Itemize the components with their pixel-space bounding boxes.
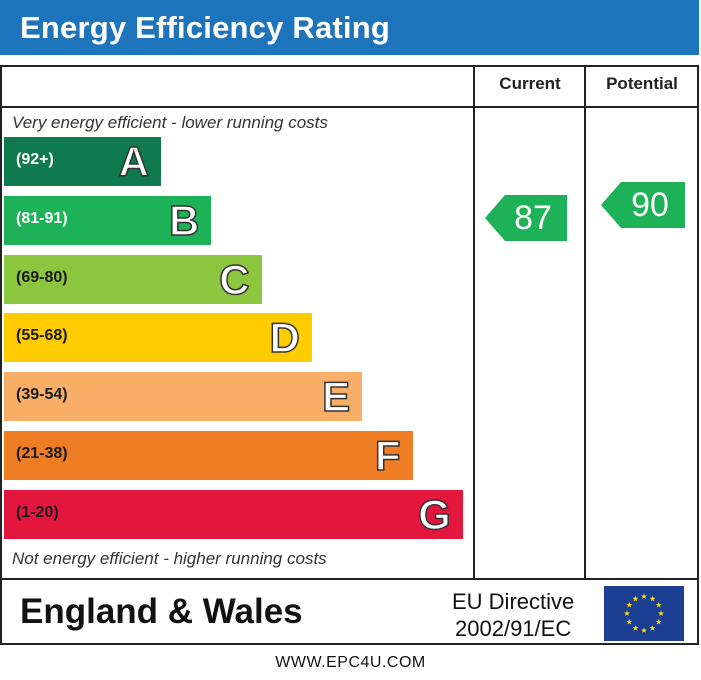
arrow-potential: 90 bbox=[601, 181, 685, 228]
band-f: (21-38) F bbox=[4, 431, 413, 480]
band-range-label: (1-20) bbox=[16, 503, 59, 521]
band-b: (81-91) B bbox=[4, 195, 212, 245]
eu-flag-icon bbox=[604, 586, 684, 641]
band-a: (92+) A bbox=[4, 137, 161, 186]
note-efficient: Very energy efficient - lower running co… bbox=[12, 113, 328, 132]
header-bar: Energy Efficiency Rating bbox=[0, 0, 699, 55]
band-range-label: (69-80) bbox=[16, 268, 68, 286]
directive-line1: EU Directive bbox=[452, 589, 575, 614]
arrow-shape bbox=[601, 181, 685, 228]
arrow-shape bbox=[485, 194, 567, 241]
directive-line2: 2002/91/EC bbox=[455, 616, 572, 641]
eu-star-icon bbox=[632, 625, 639, 631]
arrow-value: 87 bbox=[514, 198, 552, 237]
band-g: (1-20) G bbox=[4, 489, 463, 539]
region-label: England & Wales bbox=[20, 592, 303, 631]
band-letter: G bbox=[417, 490, 451, 539]
band-range-label: (81-91) bbox=[16, 209, 68, 227]
note-inefficient: Not energy efficient - higher running co… bbox=[12, 549, 327, 568]
band-range-label: (55-68) bbox=[16, 327, 68, 345]
page-title: Energy Efficiency Rating bbox=[20, 10, 391, 45]
rating-frame bbox=[0, 65, 699, 645]
band-letter: A bbox=[118, 137, 150, 186]
band-range-label: (92+) bbox=[16, 151, 54, 168]
band-letter: B bbox=[168, 196, 200, 245]
eu-star-icon bbox=[626, 619, 633, 625]
eu-star-icon bbox=[649, 595, 656, 602]
band-d: (55-68) D bbox=[4, 313, 312, 363]
eu-star-icon bbox=[632, 595, 639, 602]
column-header-potential: Potential bbox=[606, 74, 678, 93]
band-range-label: (21-38) bbox=[16, 445, 68, 462]
eu-star-icon bbox=[624, 610, 630, 616]
eu-directive: EU Directive 2002/91/EC bbox=[452, 588, 574, 642]
eu-star-icon bbox=[641, 627, 647, 633]
eu-star-icon bbox=[655, 602, 662, 608]
eu-star-icon bbox=[641, 593, 647, 599]
arrow-current: 87 bbox=[485, 194, 567, 241]
band-letter: C bbox=[218, 255, 250, 304]
arrow-value: 90 bbox=[631, 185, 669, 224]
band-letter: E bbox=[321, 372, 351, 421]
eu-star-icon bbox=[626, 602, 633, 608]
band-e: (39-54) E bbox=[4, 372, 363, 422]
eu-star-icon bbox=[658, 610, 664, 616]
website-url: WWW.EPC4U.COM bbox=[275, 654, 426, 671]
band-letter: D bbox=[269, 314, 301, 363]
eu-star-icon bbox=[649, 625, 656, 631]
frame-lines bbox=[0, 65, 699, 645]
band-c: (69-80) C bbox=[4, 254, 262, 304]
eu-star-icon bbox=[655, 619, 662, 625]
band-range-label: (39-54) bbox=[16, 386, 68, 404]
band-letter: F bbox=[374, 431, 401, 480]
column-header-current: Current bbox=[499, 74, 561, 93]
